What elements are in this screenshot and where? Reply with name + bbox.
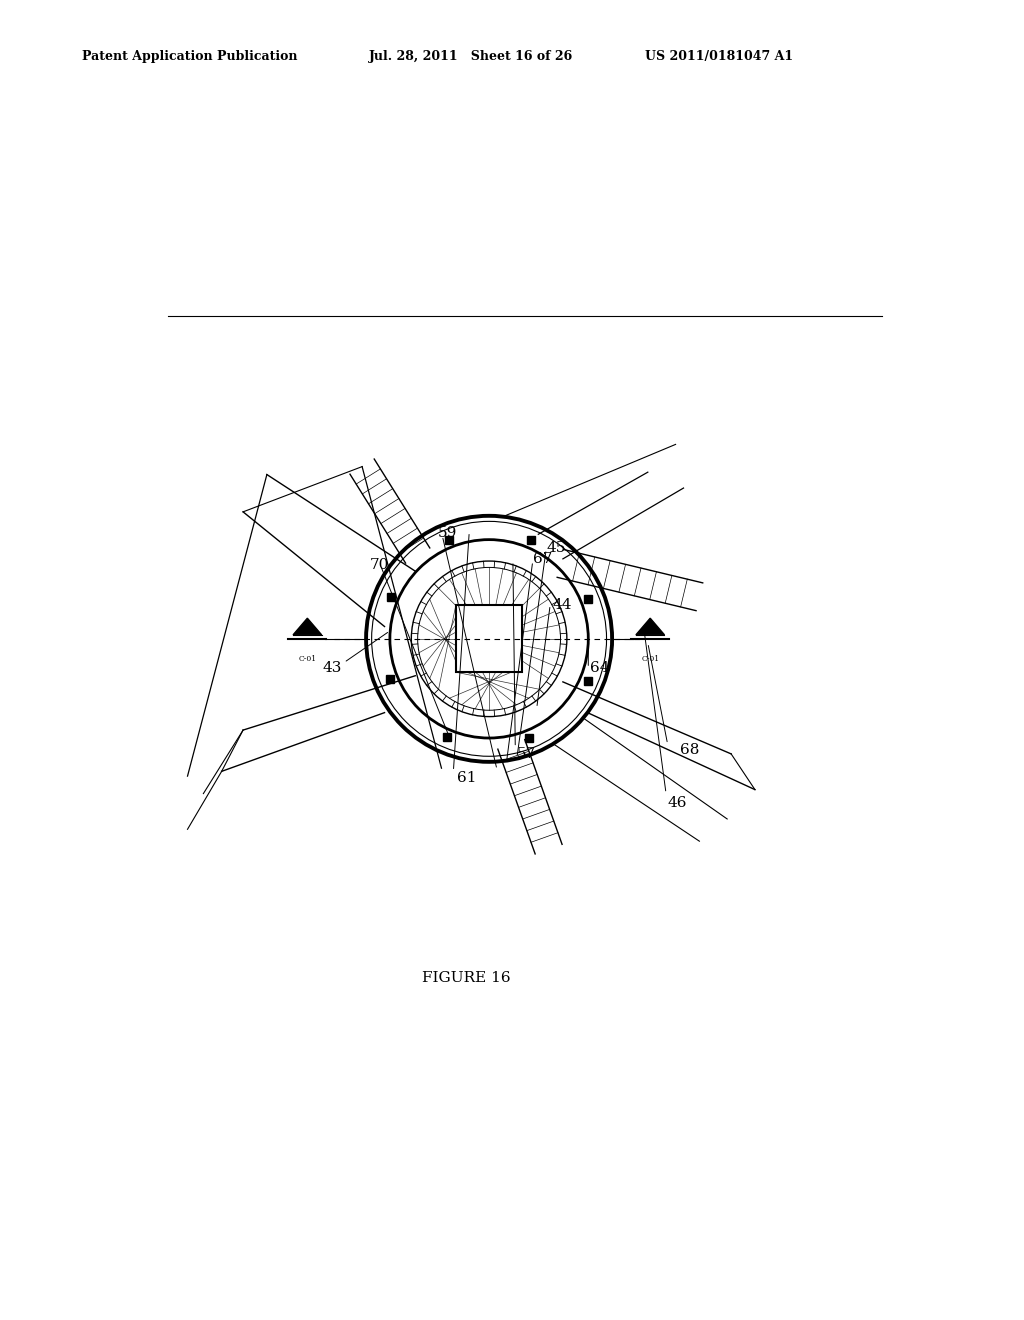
Text: 45: 45 xyxy=(546,541,565,554)
Bar xyxy=(456,606,522,672)
Text: US 2011/0181047 A1: US 2011/0181047 A1 xyxy=(645,50,794,63)
Bar xyxy=(584,677,592,685)
Bar xyxy=(445,536,453,544)
Text: 68: 68 xyxy=(680,743,699,756)
Text: C-01: C-01 xyxy=(298,655,316,663)
Text: 61: 61 xyxy=(458,771,477,784)
Text: 57: 57 xyxy=(517,747,537,760)
Text: 46: 46 xyxy=(668,796,687,810)
Bar xyxy=(386,675,394,682)
Bar xyxy=(443,734,452,742)
Bar xyxy=(585,595,592,603)
Text: Jul. 28, 2011   Sheet 16 of 26: Jul. 28, 2011 Sheet 16 of 26 xyxy=(369,50,572,63)
Text: FIGURE 16: FIGURE 16 xyxy=(422,970,510,985)
Bar xyxy=(387,593,394,601)
Text: 43: 43 xyxy=(323,661,342,676)
Bar xyxy=(527,536,535,544)
Text: 44: 44 xyxy=(553,598,572,611)
Polygon shape xyxy=(293,618,322,635)
Polygon shape xyxy=(636,618,665,635)
Bar xyxy=(525,734,534,742)
Text: 67: 67 xyxy=(532,553,552,566)
Text: 59: 59 xyxy=(437,527,457,540)
Text: Patent Application Publication: Patent Application Publication xyxy=(82,50,297,63)
Text: C-01: C-01 xyxy=(641,655,659,663)
Text: 70: 70 xyxy=(370,558,389,572)
Text: 64: 64 xyxy=(590,661,609,676)
